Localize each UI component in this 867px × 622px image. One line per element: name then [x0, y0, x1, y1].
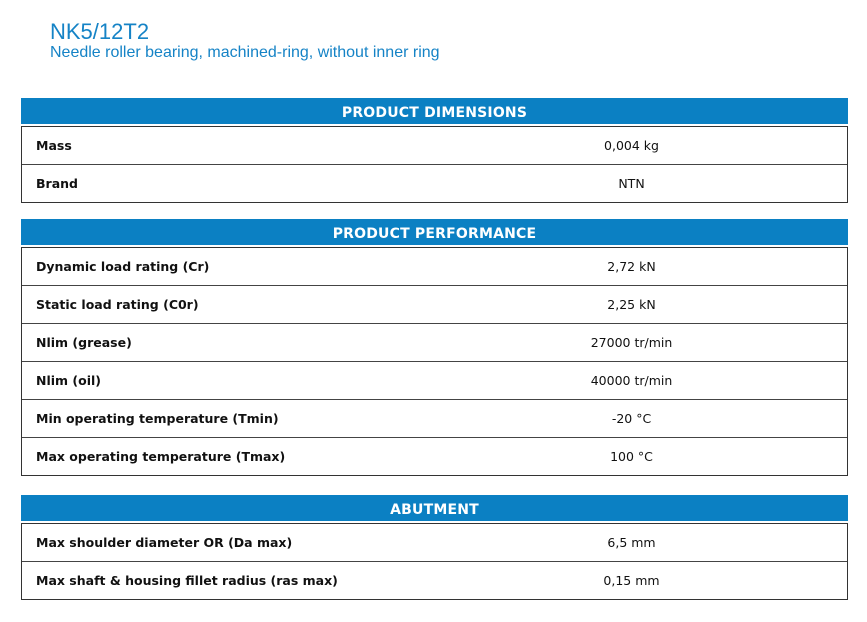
table-row: Max shaft & housing fillet radius (ras m… [22, 561, 847, 599]
product-header: NK5/12T2 Needle roller bearing, machined… [50, 19, 440, 62]
table-row: Max shoulder diameter OR (Da max) 6,5 mm [22, 524, 847, 561]
section-header-product-performance: PRODUCT PERFORMANCE [21, 219, 848, 245]
table-product-dimensions: Mass 0,004 kg Brand NTN [21, 126, 848, 203]
row-value: -20 °C [611, 411, 652, 426]
table-product-performance: Dynamic load rating (Cr) 2,72 kN Static … [21, 247, 848, 476]
row-label: Nlim (oil) [36, 373, 101, 388]
table-row: Max operating temperature (Tmax) 100 °C [22, 437, 847, 475]
row-value: 0,15 mm [603, 573, 660, 588]
table-row: Nlim (oil) 40000 tr/min [22, 361, 847, 399]
section-abutment: ABUTMENT Max shoulder diameter OR (Da ma… [21, 495, 848, 600]
row-label: Max shaft & housing fillet radius (ras m… [36, 573, 338, 588]
section-header-abutment: ABUTMENT [21, 495, 848, 521]
row-value: 27000 tr/min [590, 335, 673, 350]
row-value: NTN [618, 176, 645, 191]
table-row: Mass 0,004 kg [22, 127, 847, 164]
table-abutment: Max shoulder diameter OR (Da max) 6,5 mm… [21, 523, 848, 600]
row-value: 2,72 kN [607, 259, 656, 274]
table-row: Static load rating (C0r) 2,25 kN [22, 285, 847, 323]
row-label: Brand [36, 176, 78, 191]
section-header-product-dimensions: PRODUCT DIMENSIONS [21, 98, 848, 124]
section-product-dimensions: PRODUCT DIMENSIONS Mass 0,004 kg Brand N… [21, 98, 848, 203]
row-value: 2,25 kN [607, 297, 656, 312]
row-value: 40000 tr/min [590, 373, 673, 388]
page-subtitle: Needle roller bearing, machined-ring, wi… [50, 44, 440, 61]
row-label: Nlim (grease) [36, 335, 132, 350]
row-label: Max operating temperature (Tmax) [36, 449, 286, 464]
section-product-performance: PRODUCT PERFORMANCE Dynamic load rating … [21, 219, 848, 476]
table-row: Dynamic load rating (Cr) 2,72 kN [22, 248, 847, 285]
row-label: Max shoulder diameter OR (Da max) [36, 535, 293, 550]
row-value: 100 °C [610, 449, 653, 464]
table-row: Brand NTN [22, 164, 847, 202]
row-label: Dynamic load rating (Cr) [36, 259, 210, 274]
table-row: Nlim (grease) 27000 tr/min [22, 323, 847, 361]
row-value: 0,004 kg [604, 138, 659, 153]
page-title: NK5/12T2 [50, 19, 150, 44]
row-label: Min operating temperature (Tmin) [36, 411, 279, 426]
row-value: 6,5 mm [607, 535, 656, 550]
row-label: Mass [36, 138, 72, 153]
table-row: Min operating temperature (Tmin) -20 °C [22, 399, 847, 437]
row-label: Static load rating (C0r) [36, 297, 199, 312]
